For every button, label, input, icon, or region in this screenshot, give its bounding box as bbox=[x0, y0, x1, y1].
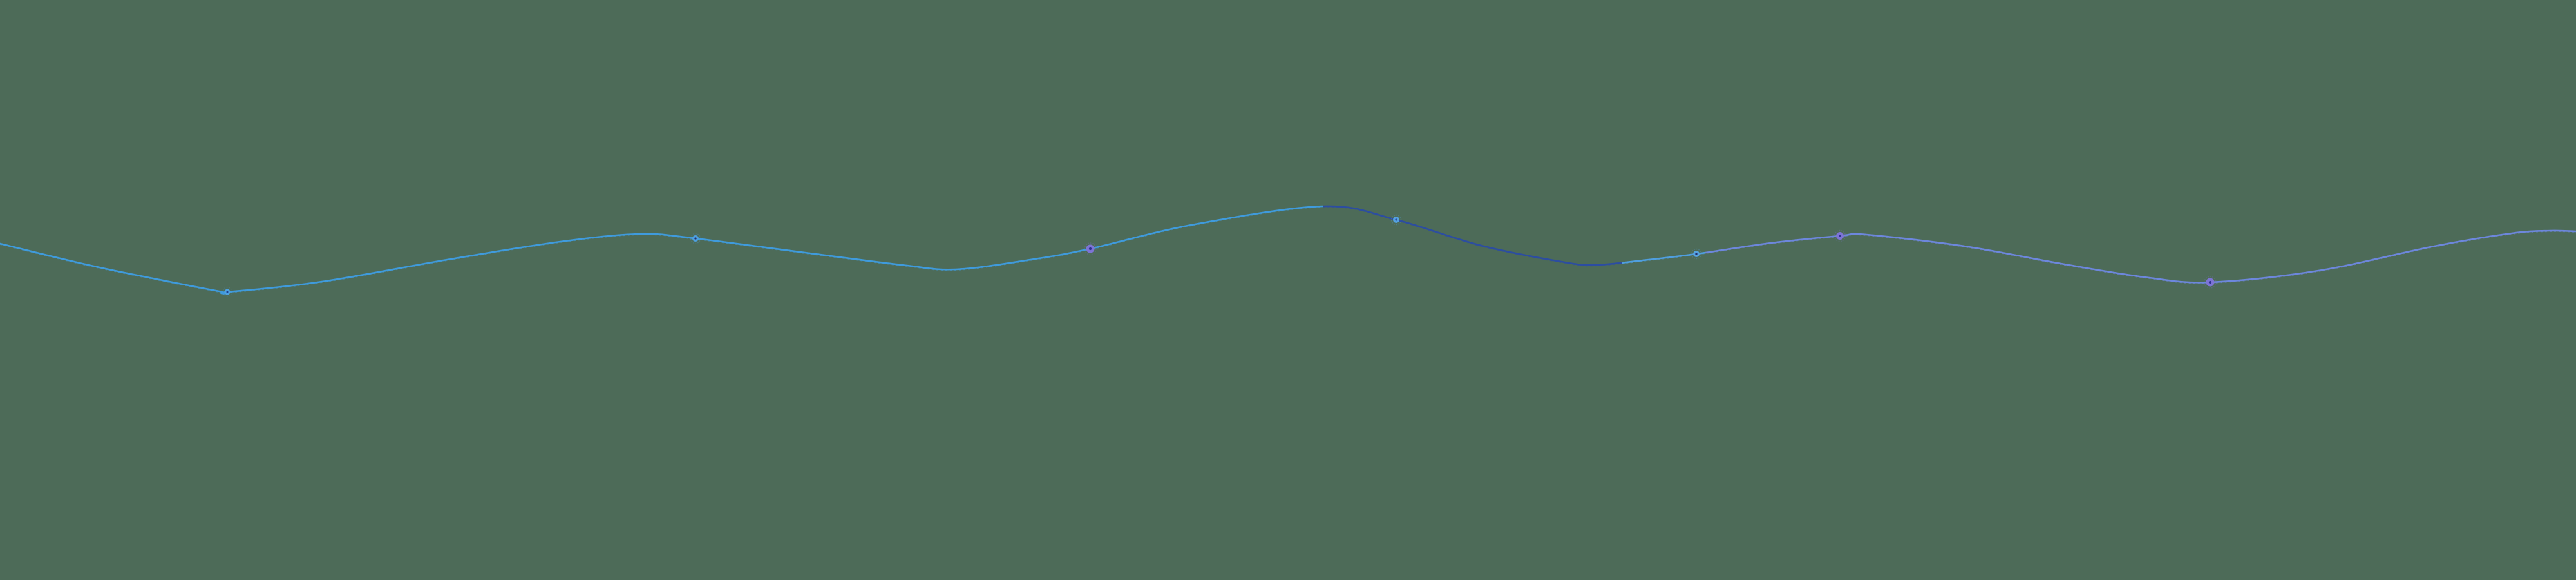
marker-core bbox=[1088, 247, 1092, 251]
segment-light-blue-left-sketch-overlay bbox=[0, 206, 1323, 295]
marker-core bbox=[1695, 253, 1698, 255]
segment-light-blue-mid-sketch-overlay bbox=[1622, 253, 1705, 264]
marker-halo bbox=[1390, 214, 1402, 226]
marker-halo bbox=[222, 287, 232, 297]
marker-core bbox=[226, 291, 229, 293]
marker-halo bbox=[1084, 242, 1097, 255]
data-point-marker bbox=[222, 287, 232, 297]
marker-halo bbox=[1833, 229, 1846, 242]
segment-periwinkle bbox=[1705, 229, 2576, 284]
marker-core bbox=[1839, 235, 1841, 237]
segment-light-blue-mid bbox=[1622, 251, 1705, 264]
marker-halo bbox=[2204, 276, 2217, 289]
segment-periwinkle-sketch-overlay bbox=[1705, 231, 2576, 284]
marker-halo bbox=[690, 233, 701, 244]
marker-halo bbox=[1690, 248, 1702, 260]
data-point-marker bbox=[690, 233, 701, 244]
marker-core bbox=[2208, 280, 2212, 284]
data-point-marker bbox=[1390, 214, 1402, 226]
segment-navy-sketch-overlay bbox=[1323, 206, 1622, 267]
data-point-marker bbox=[1833, 229, 1846, 242]
data-point-marker bbox=[1690, 248, 1702, 260]
segment-navy bbox=[1323, 205, 1622, 266]
data-point-marker bbox=[2204, 276, 2217, 289]
marker-core bbox=[1395, 218, 1397, 221]
data-point-marker bbox=[1084, 242, 1097, 255]
segment-light-blue-left bbox=[0, 205, 1323, 295]
marker-core bbox=[694, 237, 697, 240]
